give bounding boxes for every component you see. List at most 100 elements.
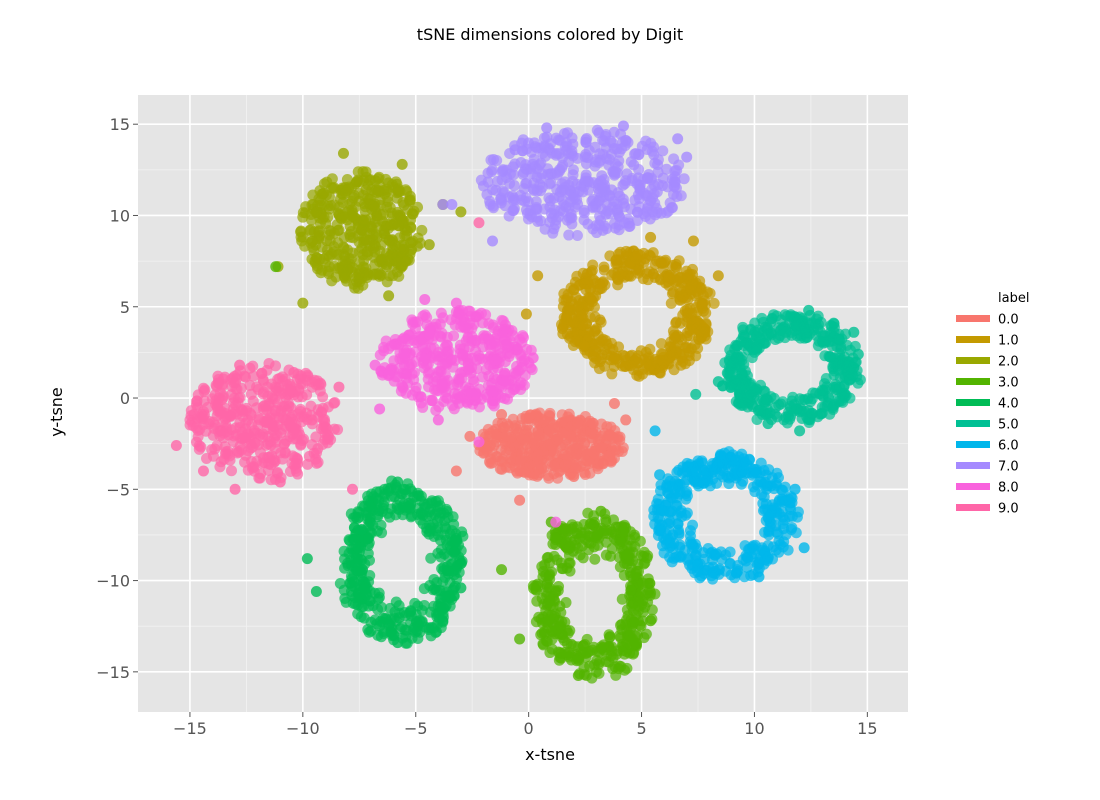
data-point	[597, 276, 609, 288]
data-point	[438, 565, 450, 577]
data-point	[786, 395, 798, 407]
data-point	[751, 414, 763, 426]
data-point	[759, 386, 771, 398]
data-point	[784, 413, 796, 425]
data-point	[409, 597, 421, 609]
data-point	[549, 167, 561, 179]
data-point	[412, 487, 424, 499]
data-point	[295, 225, 307, 237]
data-point	[531, 211, 543, 223]
data-point	[509, 144, 521, 156]
data-point	[735, 399, 747, 411]
data-point	[669, 341, 681, 353]
data-point	[681, 151, 693, 163]
data-point	[569, 192, 581, 204]
data-point	[600, 655, 612, 667]
data-point	[392, 220, 404, 232]
data-point	[626, 600, 638, 612]
data-point	[532, 425, 544, 437]
data-point	[318, 187, 330, 199]
data-point	[748, 548, 760, 560]
data-point	[638, 546, 650, 558]
data-point	[606, 645, 618, 657]
data-point	[496, 174, 508, 186]
x-tick-label: 10	[744, 719, 764, 738]
data-point	[197, 411, 209, 423]
data-point	[531, 595, 543, 607]
data-point	[277, 375, 289, 387]
data-point	[606, 543, 618, 555]
data-point	[375, 519, 387, 531]
data-point	[699, 467, 711, 479]
data-point	[700, 307, 712, 319]
y-tick-label: −10	[96, 572, 130, 591]
data-point	[356, 523, 368, 535]
data-point	[540, 635, 552, 647]
data-point	[832, 333, 844, 345]
legend-swatch	[956, 336, 990, 343]
y-tick-label: 10	[110, 206, 130, 225]
data-point	[542, 622, 554, 634]
data-point	[805, 407, 817, 419]
data-point	[328, 227, 340, 239]
data-point	[604, 429, 616, 441]
data-point	[352, 282, 364, 294]
data-point	[749, 539, 761, 551]
data-point	[507, 384, 519, 396]
data-point	[630, 353, 642, 365]
data-point	[550, 516, 562, 528]
data-point	[516, 194, 528, 206]
data-point	[638, 632, 650, 644]
data-point	[848, 326, 860, 338]
data-point	[393, 504, 405, 516]
data-point	[633, 163, 645, 175]
data-point	[627, 633, 639, 645]
data-point	[624, 257, 636, 269]
data-point	[423, 239, 435, 251]
data-point	[674, 541, 686, 553]
data-point	[363, 194, 375, 206]
legend-label: 6.0	[998, 439, 1019, 454]
data-point	[263, 357, 275, 369]
y-tick-label: −5	[106, 480, 130, 499]
data-point	[655, 338, 667, 350]
data-point	[373, 171, 385, 183]
data-point	[423, 325, 435, 337]
data-point	[496, 408, 508, 420]
data-point	[527, 352, 539, 364]
data-point	[544, 595, 556, 607]
data-point	[419, 342, 431, 354]
data-point	[642, 172, 654, 184]
data-point	[384, 201, 396, 213]
data-point	[598, 264, 610, 276]
data-point	[455, 582, 467, 594]
x-axis-label: x-tsne	[525, 745, 575, 764]
data-point	[759, 548, 771, 560]
data-point	[595, 505, 607, 517]
data-point	[407, 624, 419, 636]
data-point	[780, 326, 792, 338]
data-point	[673, 550, 685, 562]
data-point	[434, 500, 446, 512]
data-point	[435, 365, 447, 377]
data-point	[672, 133, 684, 145]
data-point	[750, 467, 762, 479]
data-point	[751, 479, 763, 491]
data-point	[666, 173, 678, 185]
data-point	[310, 206, 322, 218]
data-point	[471, 391, 483, 403]
data-point	[661, 163, 673, 175]
data-point	[739, 540, 751, 552]
data-point	[567, 640, 579, 652]
data-point	[494, 463, 506, 475]
data-point	[579, 468, 591, 480]
data-point	[337, 196, 349, 208]
data-point	[778, 536, 790, 548]
data-point	[369, 359, 381, 371]
data-point	[363, 532, 375, 544]
data-point	[711, 477, 723, 489]
legend-item: 8.0	[956, 481, 1019, 496]
data-point	[583, 523, 595, 535]
data-point	[736, 351, 748, 363]
data-point	[258, 452, 270, 464]
